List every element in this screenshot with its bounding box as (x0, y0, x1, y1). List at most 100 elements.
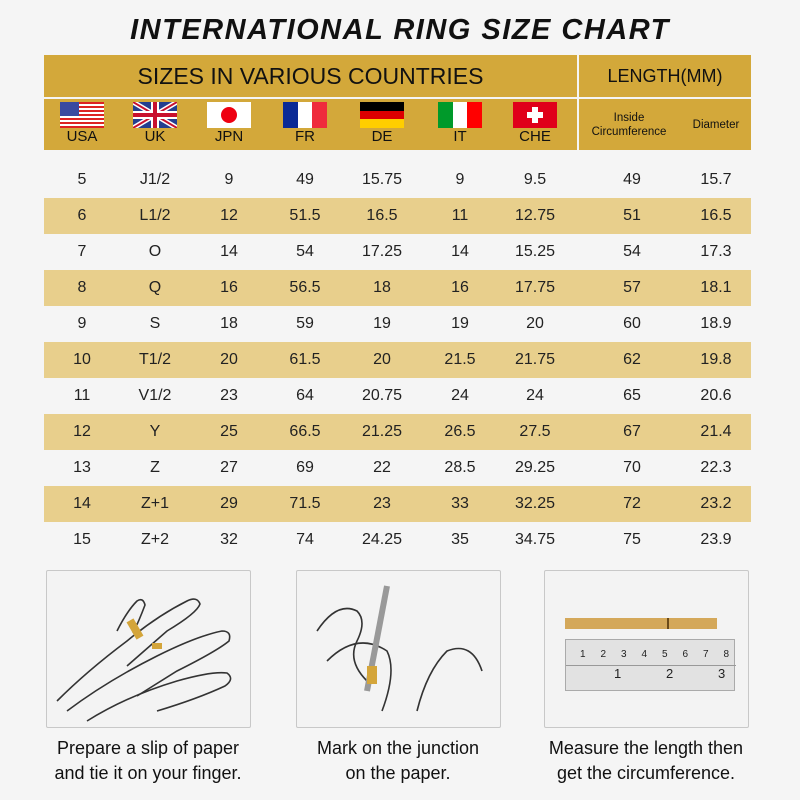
ruler-tick-label: 2 (600, 649, 607, 660)
cell-inside-circumference: 51 (623, 207, 641, 224)
cell-che: 20 (526, 315, 544, 332)
switzerland-flag-icon (505, 102, 565, 128)
cell-usa: 9 (77, 315, 87, 332)
cell-che: 32.25 (514, 495, 556, 512)
cell-usa: 10 (73, 351, 91, 368)
page-title: INTERNATIONAL RING SIZE CHART (130, 14, 670, 46)
cell-che: 34.75 (514, 531, 556, 548)
italy-flag-icon (430, 102, 490, 128)
cell-fr: 54 (296, 243, 314, 260)
table-row: 5 J1/2 9 49 15.75 9 9.5 49 15.7 (44, 162, 751, 198)
cell-uk: O (148, 243, 162, 260)
cell-it: 19 (451, 315, 469, 332)
cell-fr: 51.5 (289, 207, 321, 224)
cell-uk: Q (148, 279, 162, 296)
cell-inside-circumference: 65 (623, 387, 641, 404)
step-caption: Measure the length then get the circumfer… (516, 736, 776, 786)
step2-illustration (296, 570, 501, 728)
cell-jpn: 12 (220, 207, 238, 224)
length-heading: LENGTH(MM) (607, 66, 723, 86)
step-caption: Mark on the junction on the paper. (268, 736, 528, 786)
table-header: SIZES IN VARIOUS COUNTRIES LENGTH(MM) US… (44, 55, 751, 150)
table-row: 13 Z 27 69 22 28.5 29.25 70 22.3 (44, 450, 751, 486)
caption-line: on the paper. (345, 763, 451, 783)
cell-de: 22 (373, 459, 391, 476)
cell-che: 12.75 (514, 207, 556, 224)
mark-paper-icon (316, 585, 483, 712)
cell-inside-circumference: 72 (623, 495, 641, 512)
paper-strip (565, 618, 717, 629)
flag-it: IT (430, 102, 490, 145)
table-row: 6 L1/2 12 51.5 16.5 11 12.75 51 16.5 (44, 198, 751, 234)
country-label: DE (371, 128, 393, 145)
cell-inside-circumference: 49 (623, 171, 641, 188)
countries-heading: SIZES IN VARIOUS COUNTRIES (137, 63, 484, 89)
table-row: 10 T1/2 20 61.5 20 21.5 21.75 62 19.8 (44, 342, 751, 378)
cell-uk: Y (149, 423, 161, 440)
cell-fr: 61.5 (289, 351, 321, 368)
ruler-tick-label: 3 (621, 649, 627, 660)
cell-diameter: 23.9 (700, 531, 732, 548)
cell-usa: 6 (77, 207, 87, 224)
cell-jpn: 25 (220, 423, 238, 440)
country-label: FR (295, 128, 315, 145)
cell-jpn: 27 (220, 459, 238, 476)
cell-it: 28.5 (444, 459, 476, 476)
ruler-tick-label: 3 (718, 666, 726, 681)
table-row: 15 Z+2 32 74 24.25 35 34.75 75 23.9 (44, 522, 751, 558)
cell-usa: 7 (77, 243, 87, 260)
ruler-tick-label: 4 (641, 649, 648, 660)
caption-line: get the circumference. (556, 763, 736, 783)
cell-it: 14 (451, 243, 469, 260)
cell-inside-circumference: 60 (623, 315, 641, 332)
flag-fr: FR (275, 102, 335, 145)
cell-inside-circumference: 62 (623, 351, 641, 368)
cell-de: 23 (373, 495, 391, 512)
cell-uk: Z+2 (140, 531, 169, 548)
country-label: IT (453, 128, 467, 145)
cell-uk: L1/2 (139, 207, 171, 224)
cell-fr: 64 (296, 387, 314, 404)
cell-fr: 49 (296, 171, 314, 188)
japan-flag-icon (199, 102, 259, 128)
cell-diameter: 19.8 (700, 351, 732, 368)
cell-jpn: 14 (220, 243, 238, 260)
cell-che: 29.25 (514, 459, 556, 476)
cell-fr: 56.5 (289, 279, 321, 296)
ruler-tick-label: 8 (723, 649, 730, 660)
cell-che: 9.5 (523, 171, 547, 188)
cell-inside-circumference: 54 (623, 243, 641, 260)
cell-usa: 12 (73, 423, 91, 440)
cell-che: 21.75 (514, 351, 556, 368)
table-row: 11 V1/2 23 64 20.75 24 24 65 20.6 (44, 378, 751, 414)
cell-de: 15.75 (361, 171, 403, 188)
cell-it: 11 (451, 207, 469, 224)
step1-illustration (46, 570, 251, 728)
cell-usa: 13 (73, 459, 91, 476)
cell-uk: V1/2 (138, 387, 172, 404)
cell-it: 9 (455, 171, 465, 188)
cell-it: 16 (451, 279, 469, 296)
inside-circumference-heading: Inside Circumference (591, 111, 667, 138)
uk-flag-icon (125, 102, 185, 128)
cell-jpn: 29 (220, 495, 238, 512)
flag-uk: UK (125, 102, 185, 145)
cell-jpn: 23 (220, 387, 238, 404)
cell-de: 20.75 (361, 387, 403, 404)
caption-line: and tie it on your finger. (54, 763, 242, 783)
table-row: 14 Z+1 29 71.5 23 33 32.25 72 23.2 (44, 486, 751, 522)
cell-uk: S (149, 315, 161, 332)
cell-usa: 8 (77, 279, 87, 296)
table-row: 7 O 14 54 17.25 14 15.25 54 17.3 (44, 234, 751, 270)
ruler-tick-label: 1 (580, 649, 586, 660)
cell-che: 17.75 (514, 279, 556, 296)
flag-jpn: JPN (199, 102, 259, 145)
us-flag-icon (52, 102, 112, 128)
diameter-heading: Diameter (692, 118, 740, 131)
country-label: CHE (519, 128, 551, 145)
country-label: USA (66, 128, 98, 145)
cell-usa: 11 (73, 387, 91, 404)
cell-diameter: 18.1 (700, 279, 732, 296)
